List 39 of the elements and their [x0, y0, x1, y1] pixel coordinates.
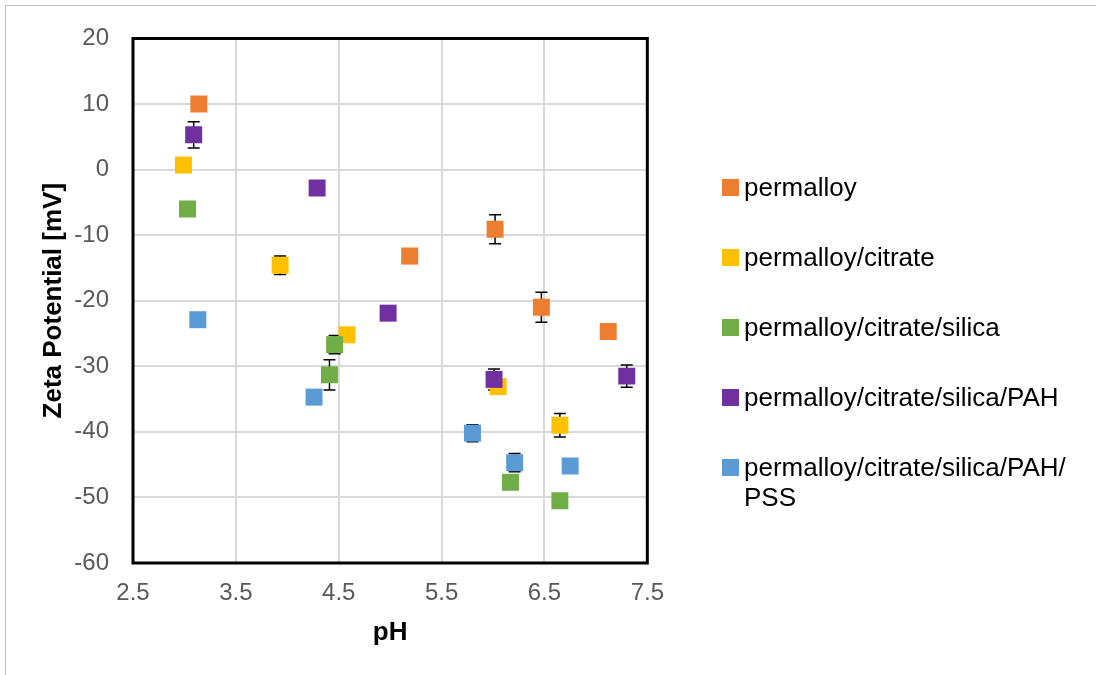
y-tick-label: -20 — [74, 285, 109, 313]
point — [320, 366, 338, 384]
point — [305, 388, 323, 406]
point — [174, 156, 192, 174]
y-axis-title: Zeta Potential [mV] — [36, 182, 67, 419]
x-tick-label: 7.5 — [630, 578, 665, 606]
y-tick-label: 20 — [82, 23, 109, 51]
x-axis-title: pH — [372, 615, 408, 646]
point — [401, 247, 419, 265]
y-tick-label: -10 — [74, 219, 109, 247]
point — [561, 457, 579, 475]
point — [190, 95, 208, 113]
point — [502, 473, 519, 491]
point — [379, 304, 397, 322]
point — [308, 179, 326, 197]
point — [551, 416, 569, 434]
text: permalloy/citrate/silica/PAH/PSS — [744, 452, 1066, 512]
y-tick-label: 10 — [82, 88, 109, 116]
legend-label: permalloy — [744, 172, 857, 202]
legend-label: permalloy/citrate/silica/PAH — [744, 382, 1059, 412]
legend-label: permalloy/citrate — [744, 242, 935, 272]
point — [486, 220, 504, 238]
x-tick-label: 6.5 — [527, 578, 562, 606]
point — [551, 492, 569, 510]
y-tick-label: -50 — [74, 482, 109, 510]
y-tick-label: -40 — [74, 416, 109, 444]
x-tick-label: 5.5 — [424, 578, 459, 606]
point — [532, 298, 550, 316]
y-tick-label: -30 — [74, 350, 109, 378]
y-tick-label: 0 — [95, 154, 109, 182]
point — [599, 323, 617, 341]
x-tick-label: 3.5 — [219, 578, 253, 606]
x-tick-label: 4.5 — [322, 578, 356, 606]
x-tick-label: 2.5 — [116, 578, 150, 606]
legend-label: permalloy/citrate/silica — [744, 312, 1000, 342]
point — [185, 126, 203, 144]
point — [179, 200, 196, 218]
point — [189, 311, 207, 329]
y-tick-label: -60 — [74, 547, 109, 575]
